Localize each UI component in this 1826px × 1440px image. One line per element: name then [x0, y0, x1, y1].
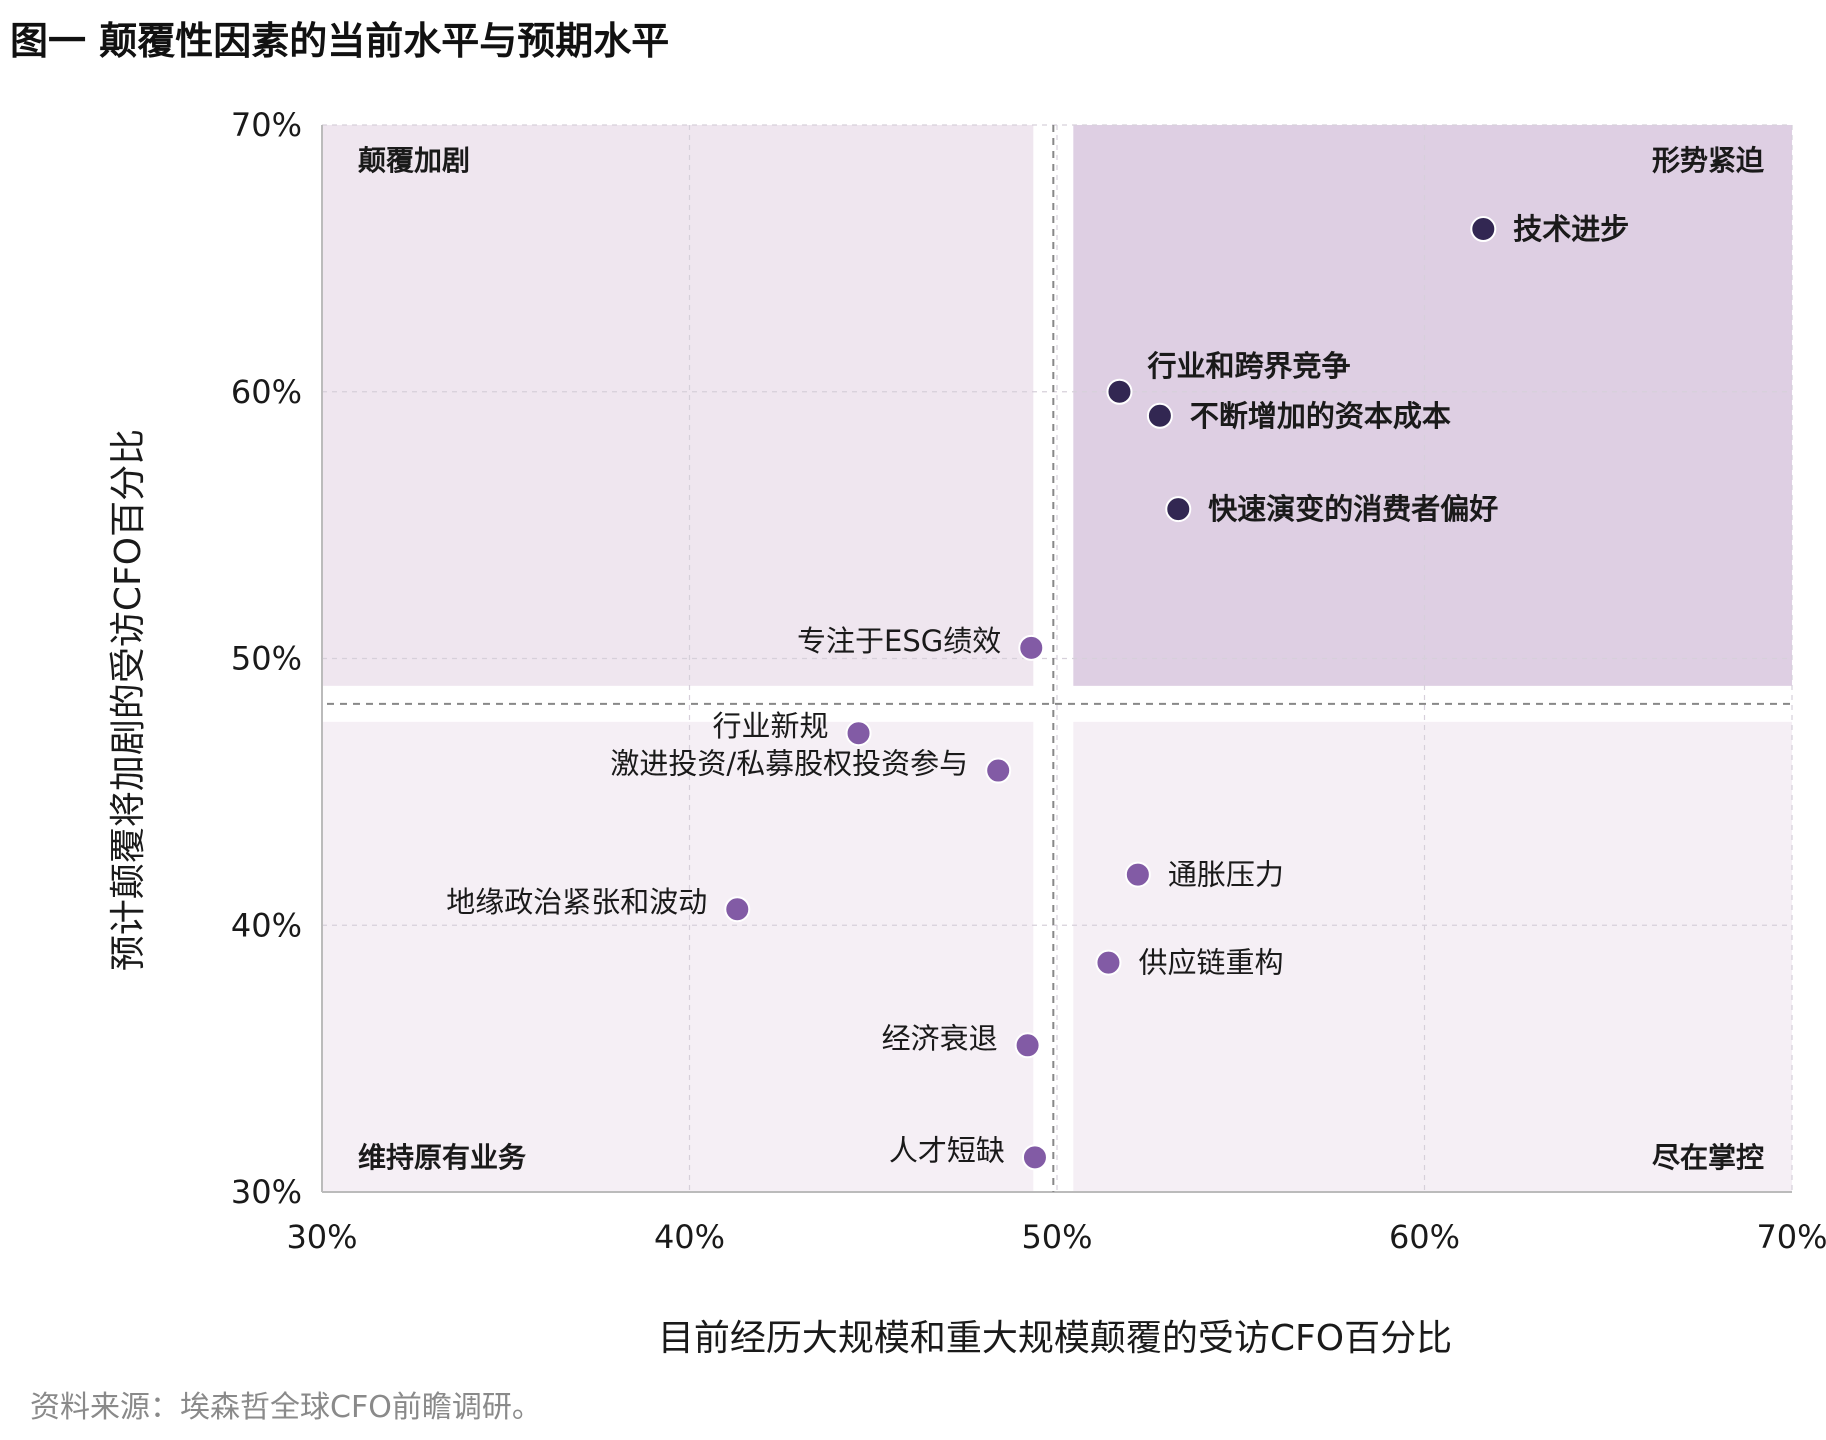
y-tick-label: 70%	[231, 106, 302, 144]
y-axis-title: 预计颠覆将加剧的受访CFO百分比	[108, 429, 149, 971]
point-label: 通胀压力	[1168, 858, 1284, 892]
y-tick-label: 30%	[231, 1173, 302, 1211]
quadrant-backgrounds	[322, 125, 1792, 1192]
data-point: 不断增加的资本成本	[1146, 399, 1451, 433]
data-point: 人才短缺	[889, 1133, 1048, 1171]
quadrant-label-bottom-right: 尽在掌控	[1652, 1141, 1764, 1174]
point-marker	[1470, 216, 1497, 243]
y-tick-label: 40%	[231, 906, 302, 944]
point-marker	[1018, 634, 1045, 661]
data-point: 激进投资/私募股权投资参与	[610, 747, 1012, 784]
x-axis-title: 目前经历大规模和重大规模颠覆的受访CFO百分比	[658, 1318, 1452, 1359]
quadrant-labels: 颠覆加剧 形势紧迫 维持原有业务 尽在掌控	[358, 144, 1764, 1174]
data-point: 地缘政治紧张和波动	[446, 885, 751, 923]
x-tick-label: 40%	[654, 1218, 725, 1256]
point-marker	[1165, 496, 1192, 523]
quadrant-top-right	[1073, 125, 1792, 686]
point-marker	[1014, 1032, 1041, 1059]
quadrant-label-bottom-left: 维持原有业务	[358, 1141, 526, 1174]
quadrant-label-top-left: 颠覆加剧	[358, 144, 470, 177]
quadrant-label-top-right: 形势紧迫	[1652, 144, 1764, 177]
point-label: 专注于ESG绩效	[797, 624, 1001, 658]
source-note: 资料来源：埃森哲全球CFO前瞻调研。	[30, 1390, 542, 1425]
quadrant-top-left	[322, 125, 1034, 686]
y-tick-label: 50%	[231, 640, 302, 678]
data-point: 快速演变的消费者偏好	[1165, 492, 1498, 526]
data-point: 技术进步	[1470, 212, 1629, 246]
point-marker	[845, 720, 872, 747]
data-points: 技术进步行业和跨界竞争不断增加的资本成本快速演变的消费者偏好专注于ESG绩效行业…	[446, 212, 1629, 1171]
quadrant-dividers	[327, 125, 1792, 1192]
x-tick-labels: 30% 40% 50% 60% 70%	[286, 1218, 1826, 1256]
quadrant-bottom-left	[322, 721, 1034, 1192]
point-label: 供应链重构	[1138, 946, 1283, 980]
x-tick-label: 30%	[286, 1218, 357, 1256]
axes	[321, 125, 1792, 1193]
point-marker	[724, 896, 751, 923]
y-tick-label: 60%	[231, 373, 302, 411]
y-tick-labels: 30% 40% 50% 60% 70%	[231, 106, 302, 1211]
point-label: 人才短缺	[889, 1133, 1005, 1167]
point-label: 行业和跨界竞争	[1146, 349, 1350, 383]
point-marker	[985, 757, 1012, 784]
point-label: 经济衰退	[882, 1021, 998, 1055]
point-label: 激进投资/私募股权投资参与	[610, 747, 968, 781]
point-label: 地缘政治紧张和波动	[446, 885, 707, 919]
x-tick-label: 50%	[1021, 1218, 1092, 1256]
chart-title: 图一 颠覆性因素的当前水平与预期水平	[10, 19, 670, 63]
quadrant-bottom-right	[1073, 721, 1792, 1192]
point-marker	[1095, 949, 1122, 976]
data-point: 行业和跨界竞争	[1106, 349, 1350, 405]
point-marker	[1106, 378, 1133, 405]
data-point: 通胀压力	[1124, 858, 1284, 892]
point-marker	[1124, 861, 1151, 888]
grid-lines	[322, 124, 1793, 1192]
point-label: 快速演变的消费者偏好	[1208, 492, 1498, 526]
point-label: 不断增加的资本成本	[1190, 399, 1451, 433]
x-tick-label: 70%	[1756, 1218, 1826, 1256]
data-point: 供应链重构	[1095, 946, 1283, 980]
point-marker	[1021, 1144, 1048, 1171]
data-point: 经济衰退	[882, 1021, 1041, 1059]
x-tick-label: 60%	[1389, 1218, 1460, 1256]
point-marker	[1146, 402, 1173, 429]
point-label: 行业新规	[713, 709, 829, 743]
data-point: 专注于ESG绩效	[797, 624, 1045, 661]
point-label: 技术进步	[1513, 212, 1629, 246]
data-point: 行业新规	[713, 709, 872, 747]
